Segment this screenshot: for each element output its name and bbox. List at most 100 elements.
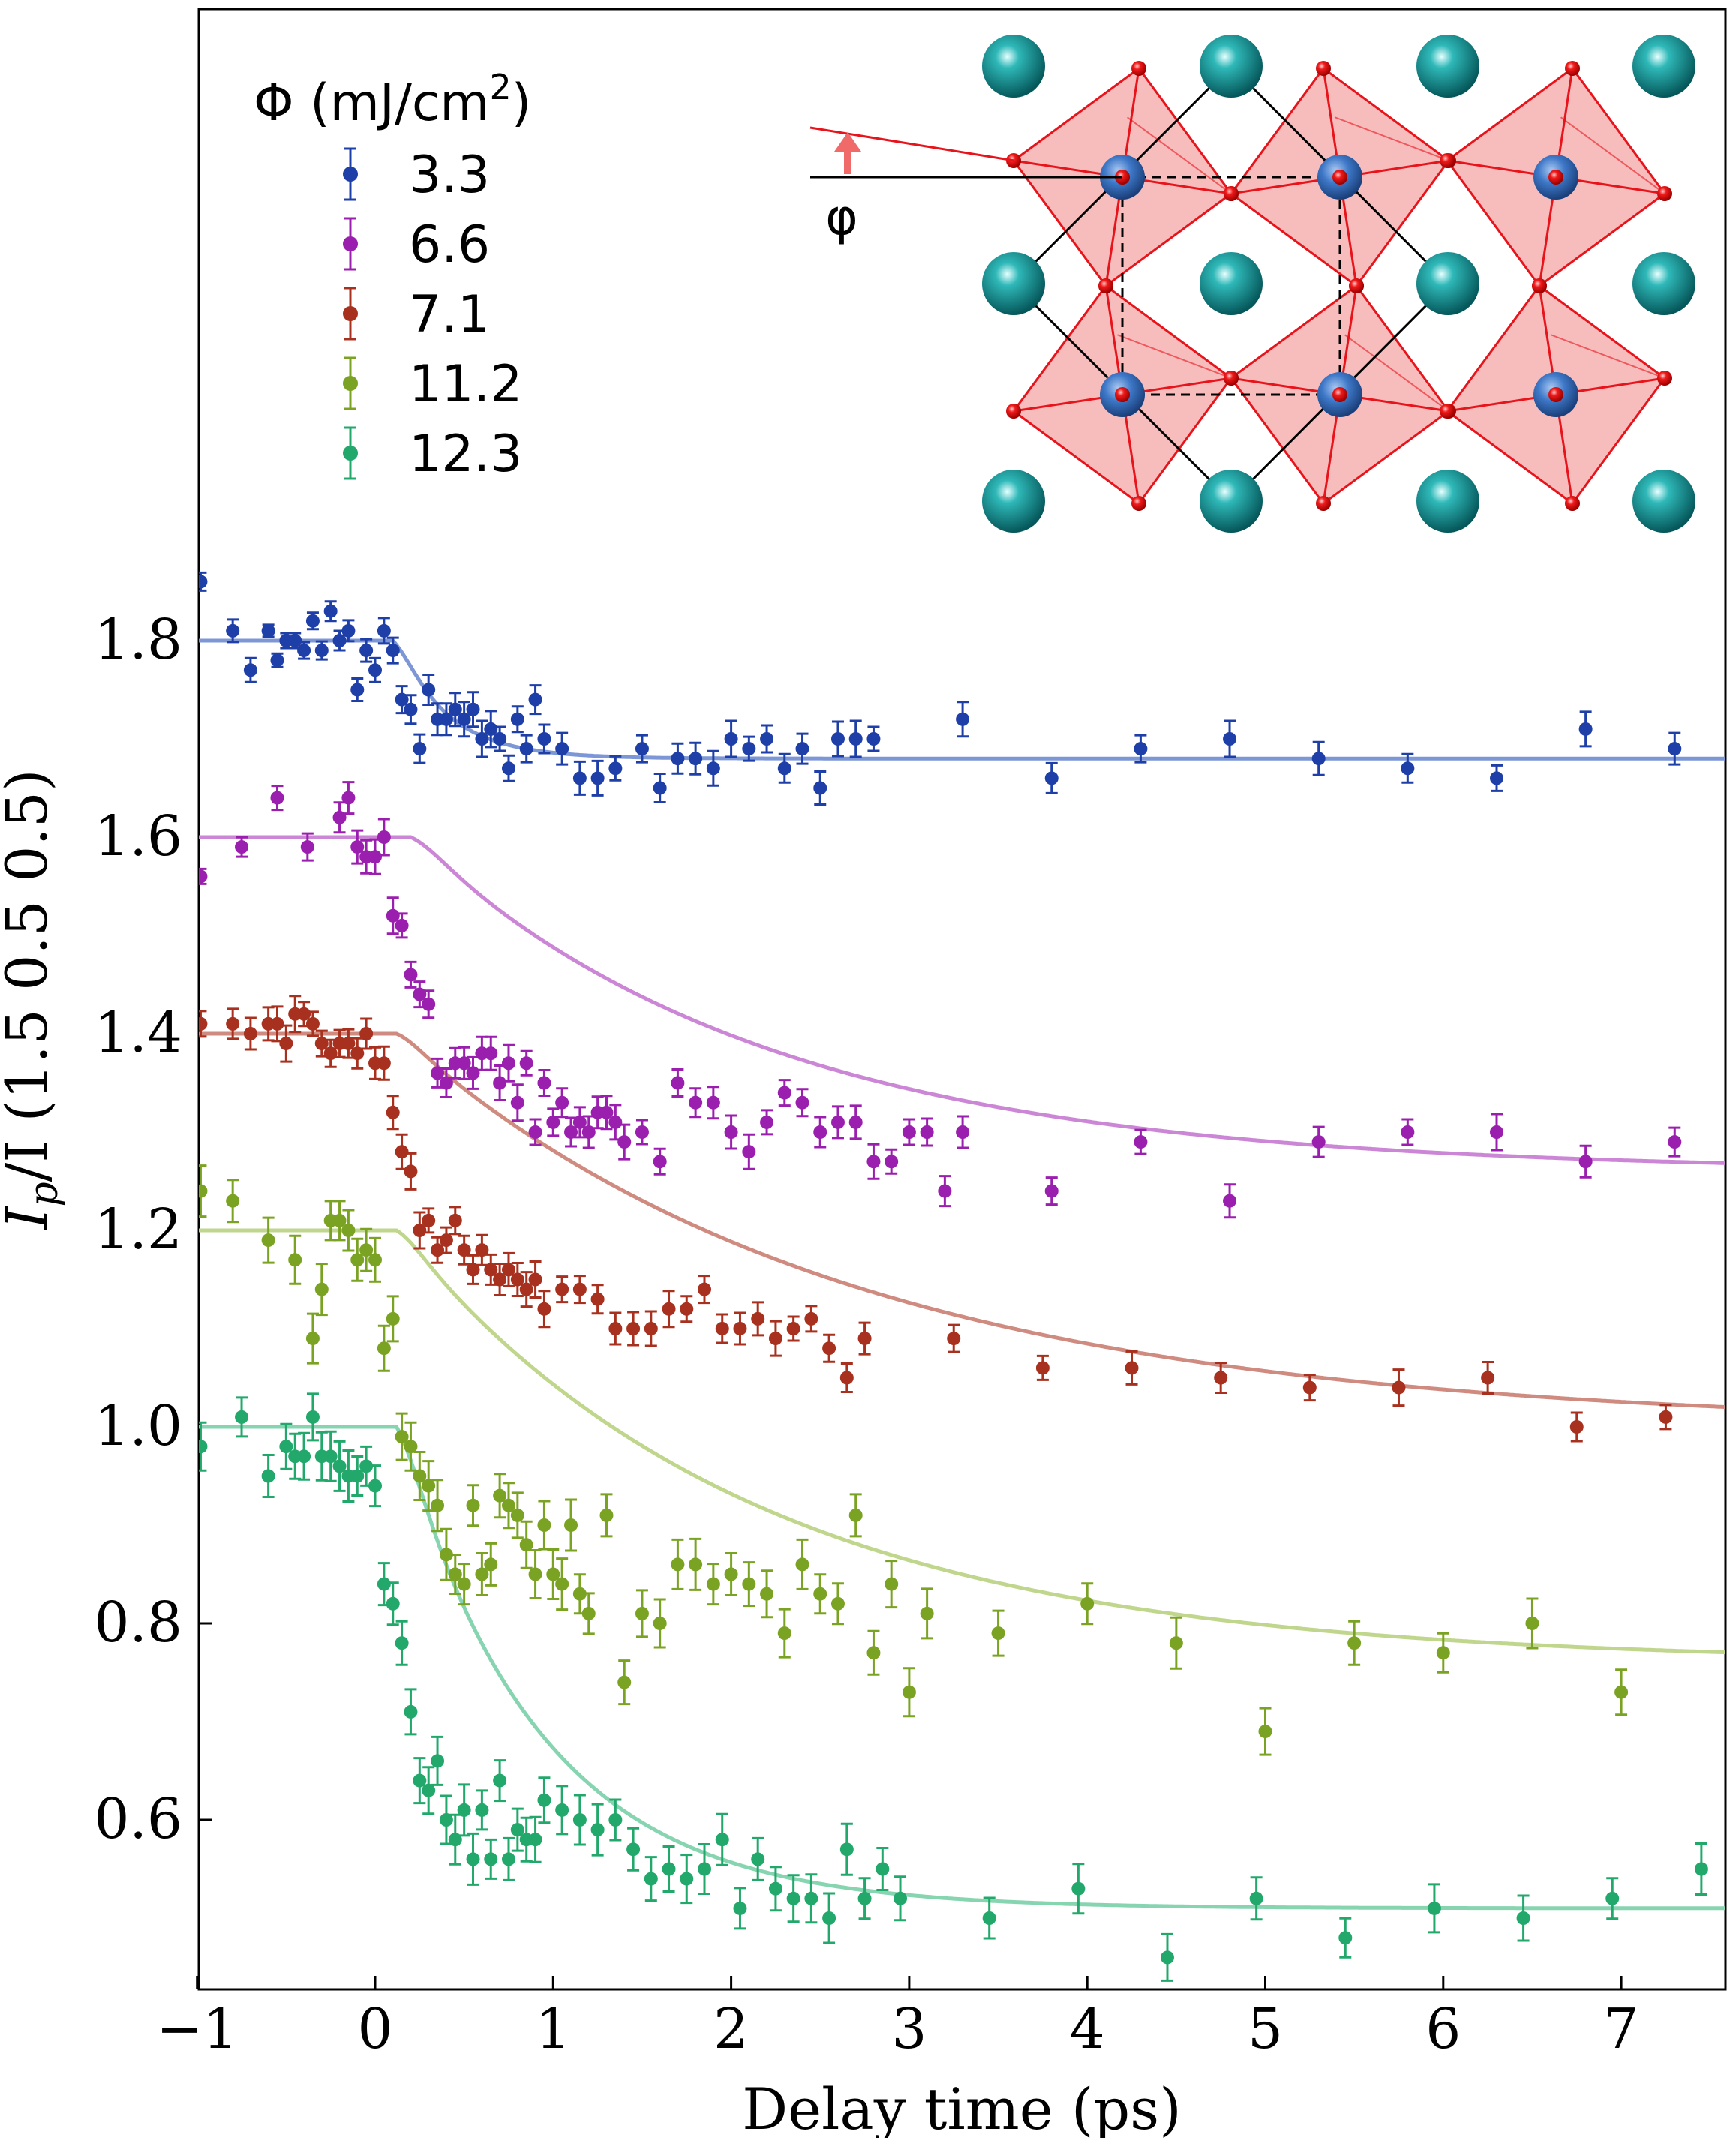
a-site-atom-icon	[1200, 470, 1263, 533]
data-point	[466, 1852, 480, 1866]
data-point	[297, 644, 311, 658]
legend-label: 6.6	[409, 215, 490, 275]
data-point	[270, 1016, 284, 1031]
data-point	[1044, 1184, 1059, 1198]
oxygen-atom-icon	[1440, 404, 1455, 419]
data-point	[341, 791, 356, 805]
data-point	[422, 1479, 436, 1493]
data-point	[484, 722, 498, 736]
data-point	[404, 968, 418, 982]
data-point	[226, 1016, 240, 1031]
data-point	[1302, 1380, 1317, 1395]
data-point	[439, 1076, 453, 1090]
data-point	[564, 1518, 578, 1532]
legend-marker	[343, 446, 358, 461]
data-point	[466, 702, 480, 716]
data-point	[1338, 1931, 1353, 1945]
data-point	[804, 1891, 818, 1905]
data-point	[261, 1233, 275, 1248]
octa-edge	[1117, 334, 1232, 379]
data-point	[689, 752, 703, 766]
data-point	[795, 1095, 809, 1110]
legend-marker	[343, 236, 358, 251]
data-point	[848, 1508, 863, 1522]
data-point	[653, 781, 667, 795]
oxygen-atom-icon	[1657, 371, 1672, 386]
x-tick-label: 1	[536, 1997, 571, 2061]
data-point	[555, 1803, 569, 1817]
data-point	[519, 1282, 533, 1296]
data-point	[1489, 1125, 1503, 1139]
data-point	[350, 840, 365, 854]
data-point	[368, 850, 382, 864]
data-point	[1080, 1596, 1095, 1611]
data-point	[555, 1095, 569, 1110]
data-point	[350, 1046, 365, 1061]
data-point	[475, 732, 489, 746]
data-point	[466, 1263, 480, 1277]
oxygen-atom-icon	[1565, 61, 1580, 76]
data-point	[982, 1911, 996, 1925]
a-site-atom-icon	[982, 35, 1045, 98]
data-point	[894, 1891, 908, 1905]
data-point	[733, 1322, 747, 1335]
legend-title: Φ (mJ/cm2)	[254, 67, 531, 133]
data-point	[323, 604, 338, 618]
data-point	[848, 1115, 863, 1129]
octa-edge	[1560, 116, 1665, 194]
data-point	[431, 1498, 445, 1512]
octa-edge	[1551, 334, 1665, 379]
oxygen-atom-icon	[1332, 387, 1347, 402]
data-point	[1311, 752, 1326, 766]
data-point	[777, 761, 791, 776]
oxygen-atom-icon	[1224, 186, 1239, 201]
fit-curves	[199, 638, 1725, 1911]
data-point	[501, 1263, 515, 1277]
data-point	[226, 1194, 240, 1208]
data-point	[626, 1842, 641, 1857]
data-point	[332, 1213, 347, 1227]
data-point	[404, 1164, 418, 1179]
data-point	[537, 1302, 551, 1316]
data-point	[377, 623, 391, 638]
oxygen-atom-icon	[1548, 387, 1563, 402]
data-point	[706, 1095, 720, 1110]
legend-title-main: Φ (mJ/cm	[254, 74, 490, 133]
data-point	[1311, 1135, 1326, 1149]
data-point	[199, 1440, 208, 1454]
data-point	[457, 712, 471, 726]
y-tick-label: 1.8	[94, 608, 182, 672]
data-point	[902, 1125, 916, 1139]
data-point	[404, 702, 418, 716]
y-tick-label: 1.2	[94, 1197, 182, 1262]
data-point	[528, 1272, 542, 1287]
oxygen-atom-icon	[1440, 153, 1455, 168]
data-point	[1489, 771, 1503, 785]
data-point	[332, 634, 347, 647]
data-point	[555, 742, 569, 756]
data-point	[377, 1577, 391, 1591]
data-point	[768, 1332, 782, 1346]
data-point	[484, 1557, 498, 1572]
data-point	[813, 1125, 827, 1139]
data-point	[635, 742, 649, 756]
data-point	[466, 1066, 480, 1080]
legend-entry-6.6: 6.6	[343, 215, 490, 275]
data-point	[715, 1322, 729, 1335]
data-point	[902, 1685, 916, 1699]
data-point	[830, 1596, 845, 1611]
data-point	[484, 1852, 498, 1866]
x-tick-label: 3	[891, 1997, 927, 2061]
data-point	[314, 644, 329, 658]
crystal-structure-inset: φ	[809, 35, 1695, 533]
data-point	[572, 1813, 587, 1827]
data-point	[475, 1567, 489, 1581]
series-3.3	[199, 571, 1682, 806]
data-point	[422, 683, 436, 697]
oxygen-atom-icon	[1131, 496, 1146, 511]
a-site-atom-icon	[1632, 35, 1695, 98]
data-point	[1035, 1361, 1050, 1375]
data-point	[377, 1056, 391, 1071]
data-point	[510, 1095, 524, 1110]
